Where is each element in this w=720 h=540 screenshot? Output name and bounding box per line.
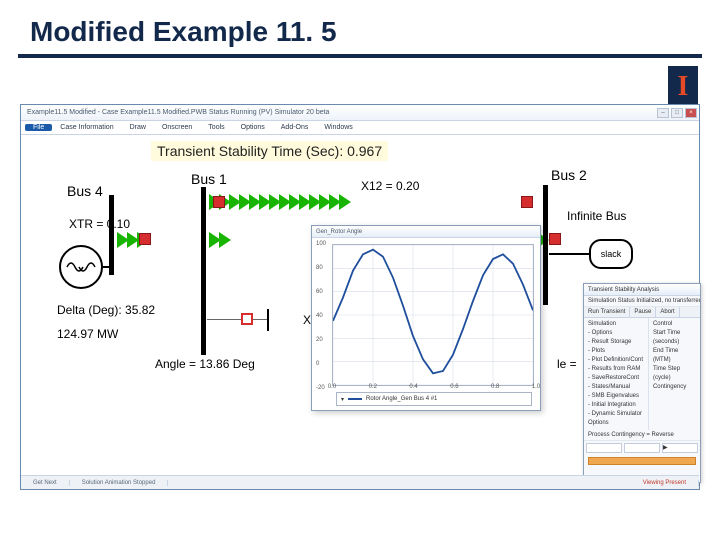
- menu-draw[interactable]: Draw: [122, 124, 154, 131]
- breaker-x12-right[interactable]: [521, 196, 533, 208]
- title-underline: [18, 54, 702, 58]
- menu-windows[interactable]: Windows: [316, 124, 360, 131]
- breaker-xtr[interactable]: [139, 233, 151, 245]
- tree-options[interactable]: - Options: [588, 329, 644, 338]
- dialog-tree[interactable]: Simulation - Options - Result Storage - …: [584, 318, 649, 430]
- chart-window[interactable]: Gen_Rotor Angle -200204060801000.00.20.4…: [311, 225, 541, 411]
- arrows-xtr: [117, 231, 199, 249]
- menubar: File Case Information Draw Onscreen Tool…: [21, 121, 699, 135]
- app-window: Example11.5 Modified - Case Example11.5 …: [20, 104, 700, 490]
- bus1-bar: [201, 187, 206, 355]
- tree-dyn-opts[interactable]: - Dynamic Simulator Options: [588, 410, 644, 428]
- field-start: Start Time (seconds): [653, 329, 696, 347]
- slack-stub: [549, 253, 589, 255]
- infinite-bus-label: Infinite Bus: [567, 209, 657, 223]
- menu-file[interactable]: File: [25, 124, 52, 131]
- minimize-button[interactable]: –: [657, 108, 669, 118]
- delta-label: Delta (Deg): 35.82: [57, 303, 155, 317]
- chart-title: Gen_Rotor Angle: [312, 226, 540, 238]
- tree-eigen[interactable]: - SMB Eigenvalues: [588, 392, 644, 401]
- tree-results-ram[interactable]: - Results from RAM: [588, 365, 644, 374]
- tree-result-storage[interactable]: - Result Storage: [588, 338, 644, 347]
- illinois-logo: I: [668, 66, 698, 108]
- slide-title: Modified Example 11. 5: [0, 0, 720, 54]
- dialog-title: Transient Stability Analysis: [584, 284, 700, 296]
- app-title-text: Example11.5 Modified - Case Example11.5 …: [27, 109, 329, 116]
- tree-save-restore[interactable]: - SaveRestoreCont: [588, 374, 644, 383]
- tree-states[interactable]: - States/Manual: [588, 383, 644, 392]
- maximize-button[interactable]: □: [671, 108, 683, 118]
- status-left: Get Next: [21, 480, 70, 486]
- status-mid: Solution Animation Stopped: [70, 480, 169, 486]
- bus2-bar: [543, 185, 548, 305]
- field-cont: Contingency: [653, 383, 696, 392]
- menu-addons[interactable]: Add-Ons: [273, 124, 317, 131]
- stability-dialog[interactable]: Transient Stability Analysis Simulation …: [583, 283, 701, 483]
- btn-run[interactable]: Run Transient: [584, 307, 630, 317]
- xtr-label: XTR = 0.10: [69, 217, 130, 231]
- tree-integration[interactable]: - Initial Integration: [588, 401, 644, 410]
- bus1-label: Bus 1: [191, 171, 227, 187]
- angle-right-label: le =: [557, 357, 577, 371]
- dialog-buttons: ▶: [584, 441, 700, 455]
- field-end: End Time (MTM): [653, 347, 696, 365]
- breaker-x13[interactable]: [241, 313, 253, 325]
- slack-icon: slack: [589, 239, 633, 269]
- diagram-canvas: Transient Stability Time (Sec): 0.967 Bu…: [21, 135, 699, 475]
- field-control: Control: [653, 320, 696, 329]
- generator-icon: [59, 245, 103, 289]
- menu-options[interactable]: Options: [233, 124, 273, 131]
- tree-sim[interactable]: Simulation: [588, 320, 644, 329]
- field-step: Time Step (cycle): [653, 365, 696, 383]
- chart-plot-area: [332, 244, 534, 386]
- x12-label: X12 = 0.20: [361, 179, 419, 193]
- dlg-btn-2[interactable]: [624, 443, 660, 453]
- dialog-runbar-label: Process Contingency = Reverse: [584, 430, 700, 441]
- tree-plotdef[interactable]: - Plot Definition/Cont: [588, 356, 644, 365]
- mw-label: 124.97 MW: [57, 327, 118, 341]
- dialog-status: Simulation Status Initialized, no transf…: [584, 296, 700, 307]
- menu-onscreen[interactable]: Onscreen: [154, 124, 200, 131]
- status-right: Viewing Present: [631, 480, 699, 486]
- app-titlebar: Example11.5 Modified - Case Example11.5 …: [21, 105, 699, 121]
- dlg-btn-1[interactable]: [586, 443, 622, 453]
- dialog-fields: Control Start Time (seconds) End Time (M…: [649, 318, 700, 430]
- bus4-bar: [109, 195, 114, 275]
- bus3-bar: [267, 309, 269, 331]
- logo-letter: I: [678, 71, 689, 103]
- bus4-label: Bus 4: [67, 183, 103, 199]
- chart-svg: [333, 245, 533, 385]
- x13-line: [207, 319, 267, 320]
- dlg-btn-3[interactable]: ▶: [662, 443, 698, 453]
- gen-stub: [103, 266, 109, 268]
- slack-text: slack: [601, 249, 622, 259]
- statusbar: Get Next Solution Animation Stopped View…: [21, 475, 699, 489]
- btn-pause[interactable]: Pause: [630, 307, 656, 317]
- dialog-toolbar: Run Transient Pause Abort: [584, 307, 700, 318]
- breaker-line2-right[interactable]: [549, 233, 561, 245]
- btn-abort[interactable]: Abort: [656, 307, 679, 317]
- breaker-x12-left[interactable]: [213, 196, 225, 208]
- menu-tools[interactable]: Tools: [200, 124, 232, 131]
- arrows-line2-left: [209, 231, 279, 249]
- close-button[interactable]: ×: [685, 108, 697, 118]
- menu-caseinfo[interactable]: Case Information: [52, 124, 121, 131]
- transient-time-label: Transient Stability Time (Sec): 0.967: [151, 141, 388, 161]
- chart-legend-text: Rotor Angle_Gen Bus 4 #1: [366, 396, 437, 402]
- chart-legend: ▾Rotor Angle_Gen Bus 4 #1: [336, 392, 532, 406]
- bus2-label: Bus 2: [551, 167, 587, 183]
- dialog-highlight: [588, 457, 696, 465]
- arrows-x12: [209, 193, 539, 211]
- tree-plots[interactable]: - Plots: [588, 347, 644, 356]
- angle-label: Angle = 13.86 Deg: [155, 357, 255, 371]
